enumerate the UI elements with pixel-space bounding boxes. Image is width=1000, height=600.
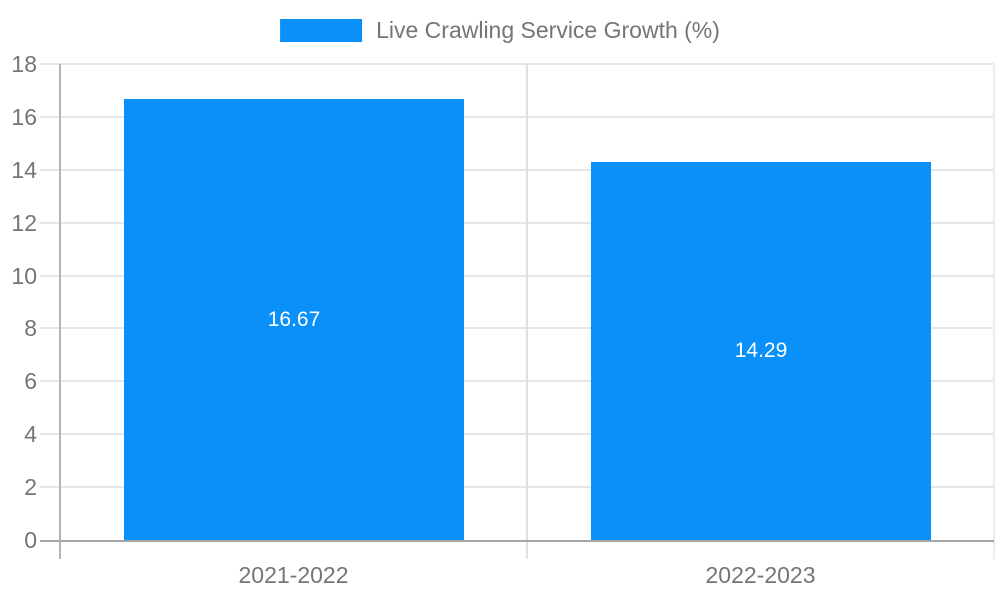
gridline [40,327,994,330]
y-axis-tick-label: 10 [11,262,37,289]
gridline [40,168,994,171]
y-axis-tick-label: 16 [11,103,37,130]
gridline [40,63,994,65]
chart-legend[interactable]: Live Crawling Service Growth (%) [280,17,720,44]
gridline [40,486,994,489]
bar-value-label: 16.67 [267,308,321,331]
y-axis-tick-label: 12 [11,209,37,236]
y-axis-tick-label: 6 [24,368,37,395]
bar[interactable] [124,99,464,540]
gridline [40,221,994,224]
plot-right-border [993,64,995,559]
x-axis-tick-label: 2022-2023 [705,562,816,588]
y-axis-tick-label: 14 [11,156,37,183]
gridline [40,433,994,436]
y-axis-tick-label: 0 [24,527,37,553]
gridline [40,115,994,118]
bar-value-label: 14.29 [734,339,788,362]
x-axis-tick-label: 2021-2022 [238,562,349,588]
y-axis-tick-label: 18 [11,51,37,77]
legend-label: Live Crawling Service Growth (%) [376,17,720,43]
bar[interactable] [591,162,931,540]
y-axis-tick-label: 8 [24,315,37,342]
x-axis-baseline [40,540,994,542]
gridline [40,274,994,277]
legend-swatch [280,19,363,42]
y-axis-line [59,64,61,559]
category-divider [526,64,528,559]
gridline [40,380,994,383]
y-axis-tick-label: 4 [24,421,37,448]
y-axis-tick-label: 2 [24,474,37,501]
